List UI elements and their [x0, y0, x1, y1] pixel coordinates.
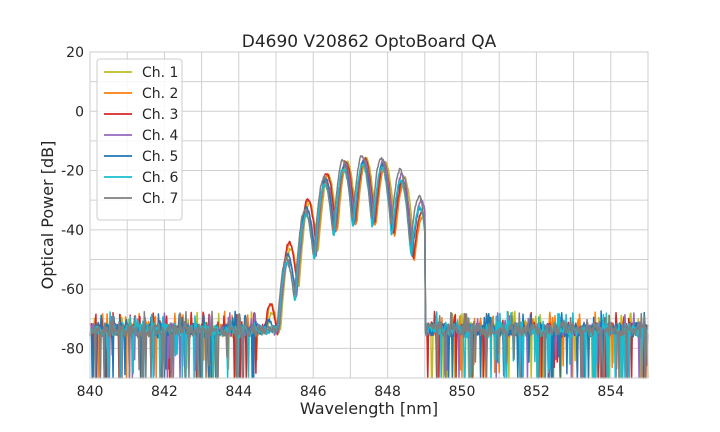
- y-tick-label: -40: [61, 223, 84, 239]
- legend-label: Ch. 6: [142, 170, 179, 186]
- legend-label: Ch. 4: [142, 128, 179, 144]
- legend-box: [96, 58, 183, 221]
- x-axis-label: Wavelength [nm]: [300, 399, 438, 418]
- legend-label: Ch. 7: [142, 191, 178, 207]
- x-tick-label: 852: [523, 384, 550, 400]
- y-tick-label: -20: [61, 164, 84, 180]
- legend-label: Ch. 3: [142, 107, 178, 123]
- x-tick-label: 848: [374, 384, 401, 400]
- y-tick-label: 0: [75, 104, 84, 120]
- x-tick-label: 844: [225, 384, 252, 400]
- series-line: [89, 155, 649, 379]
- y-tick-label: -80: [61, 341, 84, 357]
- chart-title: D4690 V20862 OptoBoard QA: [242, 32, 497, 52]
- y-axis-label: Optical Power [dB]: [38, 141, 57, 290]
- tick-labels: 840 842 844 846 848 850 852 854 20 0 -20 -40 -60 -80: [61, 45, 624, 400]
- x-tick-label: 842: [151, 384, 178, 400]
- y-tick-label: 20: [66, 45, 84, 61]
- x-tick-label: 846: [300, 384, 327, 400]
- series-lines: [89, 155, 649, 379]
- legend-label: Ch. 1: [142, 65, 178, 81]
- legend-label: Ch. 2: [142, 86, 178, 102]
- legend: Ch. 1 Ch. 2 Ch. 3 Ch. 4 Ch. 5 Ch. 6 Ch. 7: [96, 58, 183, 221]
- x-tick-label: 854: [597, 384, 624, 400]
- x-tick-label: 850: [449, 384, 476, 400]
- plot-area-border: [89, 51, 649, 379]
- y-tick-label: -60: [61, 282, 84, 298]
- legend-label: Ch. 5: [142, 149, 178, 165]
- x-tick-label: 840: [77, 384, 104, 400]
- plot-frame: [89, 51, 649, 379]
